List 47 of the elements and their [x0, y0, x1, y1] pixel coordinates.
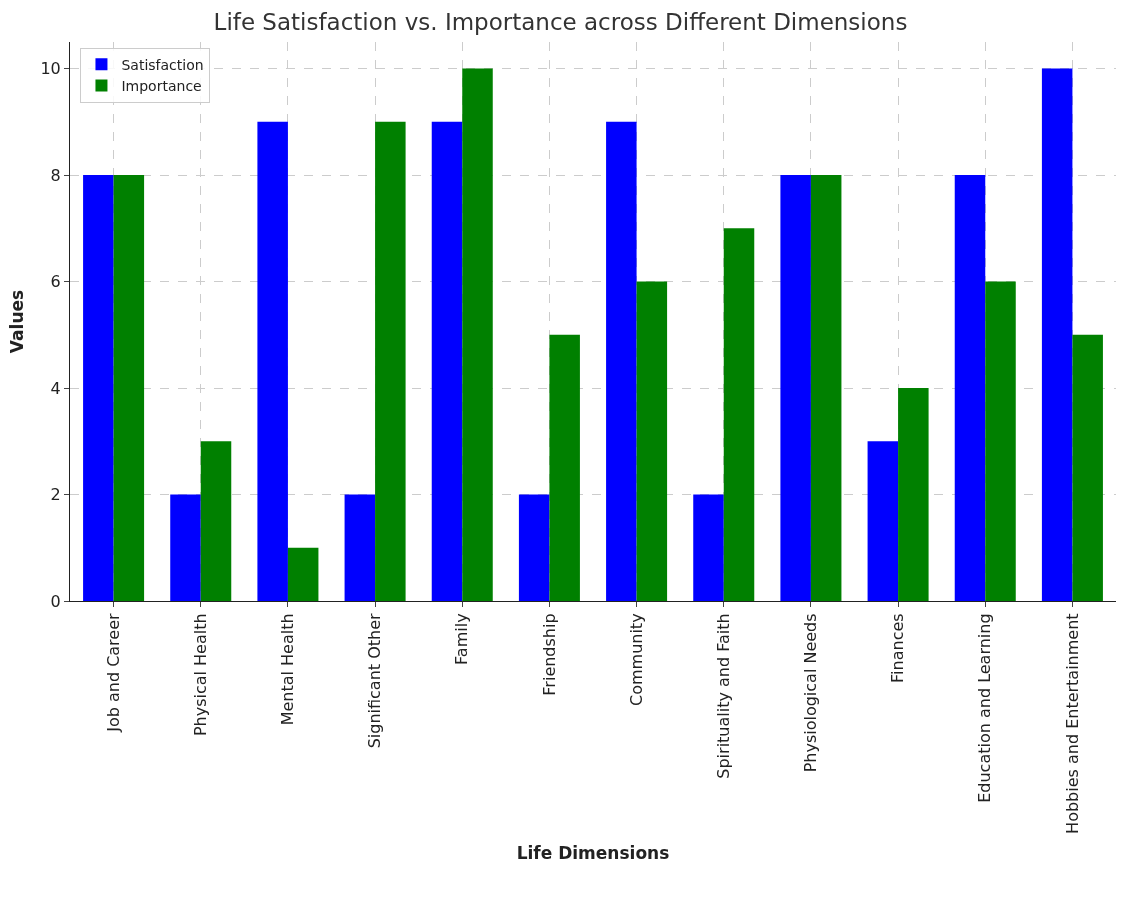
x-tick-label: Community — [626, 613, 646, 707]
bar — [954, 175, 986, 601]
x-tick-label: Physical Health — [190, 613, 210, 737]
x-tick-label: Spirituality and Faith — [713, 613, 733, 779]
bar — [985, 281, 1016, 601]
bar — [287, 547, 319, 601]
y-tick-label: 8 — [50, 165, 61, 185]
bar — [1072, 334, 1103, 601]
y-tick-label: 4 — [50, 378, 61, 398]
bar — [170, 494, 201, 601]
bar — [462, 68, 493, 601]
bar — [344, 494, 376, 601]
y-tick-label: 0 — [50, 591, 61, 611]
bar — [113, 175, 145, 601]
bar — [636, 281, 668, 601]
bar — [257, 121, 288, 601]
y-axis-title: Values — [6, 289, 27, 354]
x-axis-title: Life Dimensions — [516, 843, 670, 864]
x-tick-label: Significant Other — [365, 612, 385, 749]
x-tick-label: Physiological Needs — [801, 613, 821, 773]
bar — [549, 334, 580, 601]
bar — [780, 175, 811, 601]
bar — [83, 175, 114, 601]
legend-label: Satisfaction — [121, 56, 204, 73]
x-tick-label: Job and Career — [103, 612, 123, 733]
legend-label: Importance — [121, 77, 202, 94]
bar — [693, 494, 724, 601]
y-tick-label: 10 — [40, 59, 61, 79]
x-tick-label: Mental Health — [278, 613, 298, 726]
bar — [810, 175, 842, 601]
bar — [606, 121, 637, 601]
x-tick-label: Finances — [888, 613, 908, 683]
bar — [867, 441, 899, 601]
bar — [431, 121, 463, 601]
bar — [200, 441, 232, 601]
bar — [898, 388, 929, 601]
bar — [723, 228, 755, 601]
bar — [518, 494, 550, 601]
x-tick-label: Education and Learning — [975, 613, 995, 803]
x-tick-label: Hobbies and Entertainment — [1062, 613, 1082, 834]
chart-title: Life Satisfaction vs. Importance across Different Dimensions — [213, 8, 908, 35]
bar — [1041, 68, 1073, 601]
y-tick-label: 2 — [50, 485, 61, 505]
x-tick-label: Family — [452, 613, 472, 665]
y-tick-label: 6 — [50, 272, 61, 292]
x-tick-label: Friendship — [539, 613, 559, 696]
bar — [375, 121, 406, 601]
